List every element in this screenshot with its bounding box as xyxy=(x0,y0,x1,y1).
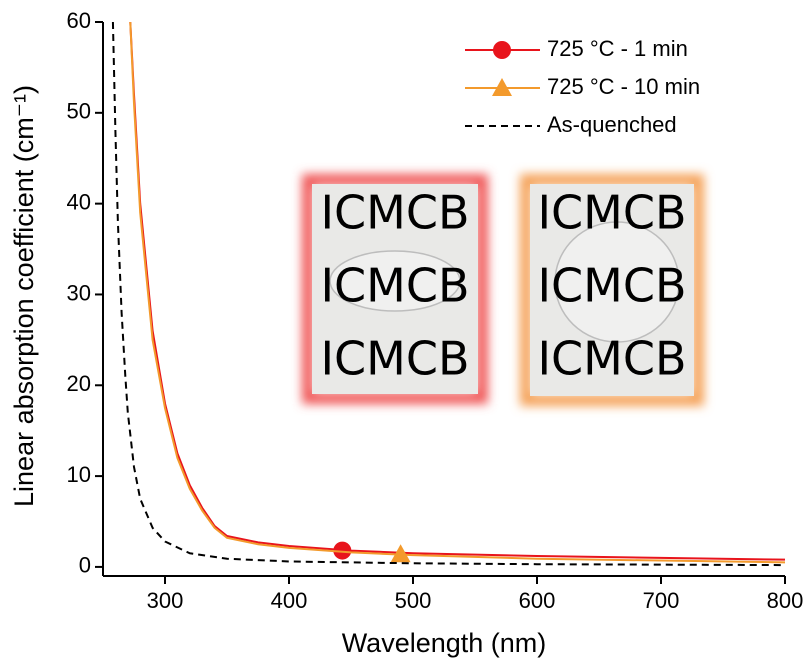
x-tick-label: 500 xyxy=(395,588,432,613)
y-tick-label: 50 xyxy=(67,99,91,124)
marker xyxy=(390,544,411,563)
series-line xyxy=(111,22,785,567)
inset-glow xyxy=(520,174,704,406)
x-tick-label: 700 xyxy=(643,588,680,613)
y-tick-label: 20 xyxy=(67,371,91,396)
y-tick-label: 40 xyxy=(67,189,91,214)
inset-text: ICMCB xyxy=(537,332,686,386)
inset-text: ICMCB xyxy=(537,259,686,313)
glass-disk xyxy=(329,250,461,312)
inset-photo xyxy=(312,184,478,394)
x-tick-label: 600 xyxy=(519,588,556,613)
y-tick-label: 0 xyxy=(79,553,91,578)
marker xyxy=(333,541,352,560)
inset-glow xyxy=(302,174,488,404)
inset-text: ICMCB xyxy=(320,259,469,313)
inset-text: ICMCB xyxy=(320,332,469,386)
x-axis-title: Wavelength (nm) xyxy=(342,628,547,658)
y-tick-label: 60 xyxy=(67,8,91,33)
inset-text: ICMCB xyxy=(320,186,469,240)
legend-label: As-quenched xyxy=(547,112,677,137)
marker xyxy=(493,41,511,59)
y-tick-label: 10 xyxy=(67,462,91,487)
y-tick-label: 30 xyxy=(67,280,91,305)
x-tick-label: 300 xyxy=(147,588,184,613)
series-line xyxy=(129,22,785,564)
y-axis-title: Linear absorption coefficient (cm⁻¹) xyxy=(9,85,39,507)
glass-disk xyxy=(554,221,680,343)
marker xyxy=(492,78,512,96)
x-tick-label: 400 xyxy=(271,588,308,613)
x-tick-label: 800 xyxy=(767,588,804,613)
inset-photo xyxy=(530,184,694,396)
inset-text: ICMCB xyxy=(537,186,686,240)
legend-label: 725 °C - 1 min xyxy=(547,36,688,61)
legend-label: 725 °C - 10 min xyxy=(547,74,700,99)
